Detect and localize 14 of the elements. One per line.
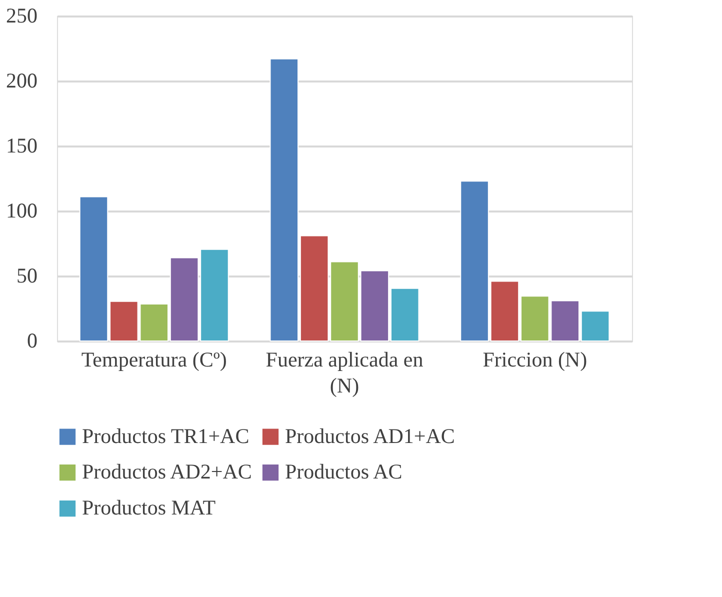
legend-label: Productos AD2+AC xyxy=(82,460,252,484)
y-tick-label: 0 xyxy=(27,328,38,352)
legend-label: Productos MAT xyxy=(82,496,216,520)
legend-label: Productos AD1+AC xyxy=(285,424,455,448)
legend-label: Productos TR1+AC xyxy=(82,424,250,448)
y-tick-label: 250 xyxy=(6,4,38,28)
y-tick-label: 100 xyxy=(6,198,38,222)
legend-label: Productos AC xyxy=(285,460,402,484)
x-tick-label: Friccion (N) xyxy=(482,348,588,372)
y-tick-label: 200 xyxy=(6,68,38,92)
y-tick-label: 50 xyxy=(16,264,38,288)
x-tick-label: Temperatura (Cº) xyxy=(81,348,227,372)
y-tick-label: 150 xyxy=(6,134,38,158)
x-tick-label: Fuerza aplicada en (N) xyxy=(266,348,424,398)
